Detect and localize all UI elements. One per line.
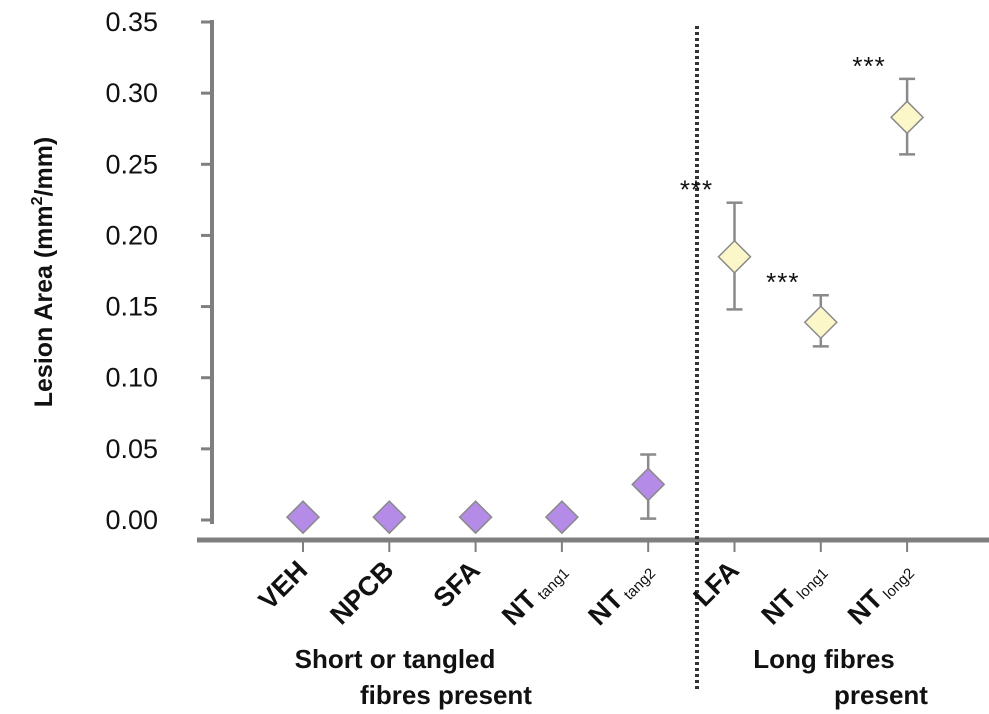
data-point-diamond [372, 500, 407, 535]
y-axis-title-tail: /mm) [30, 137, 58, 197]
category-label-main: VEH [253, 555, 313, 615]
category-label: NTlong1 [756, 555, 832, 631]
data-point-diamond [285, 500, 321, 535]
y-axis-title-superscript: 2 [29, 196, 46, 205]
category-label-subscript: tang2 [621, 565, 660, 604]
data-point-diamond [890, 100, 925, 135]
category-label-subscript: long1 [794, 565, 832, 603]
significance-label: *** [852, 51, 885, 81]
y-tick-label: 0.15 [105, 292, 158, 322]
group-label-short-line1: Short or tangled [295, 644, 496, 674]
category-label: NTtang2 [582, 555, 659, 632]
category-label: VEH [253, 555, 313, 615]
category-label: NTtang1 [496, 555, 573, 632]
error-bars [640, 77, 916, 520]
y-tick-label: 0.25 [105, 149, 158, 179]
group-label-short-line2: fibres present [360, 680, 532, 710]
data-point-diamond [717, 239, 752, 274]
data-point-diamond [458, 500, 493, 535]
category-label: NTlong2 [842, 555, 918, 631]
group-label-long-line2: present [834, 680, 928, 710]
data-point-diamond [544, 500, 579, 535]
data-point-diamond [631, 467, 666, 502]
y-tick-label: 0.00 [105, 505, 158, 535]
y-tick-label: 0.10 [105, 363, 158, 393]
axes [197, 20, 989, 690]
category-label-subscript: tang1 [534, 565, 573, 604]
category-label: NPCB [324, 555, 399, 630]
category-label-subscript: long2 [880, 565, 918, 603]
category-label: SFA [427, 555, 485, 613]
y-axis-title-main: Lesion Area (mm [30, 205, 58, 407]
category-label-main: NPCB [324, 555, 399, 630]
y-tick-label: 0.35 [105, 7, 158, 37]
category-label-main: SFA [427, 555, 485, 613]
significance-labels: *** *** *** [680, 51, 885, 297]
y-tick-label: 0.05 [105, 434, 158, 464]
y-tick-label: 0.30 [105, 78, 158, 108]
significance-label: *** [680, 175, 713, 205]
y-axis-title: Lesion Area (mm2/mm) [29, 137, 58, 408]
data-point-diamond [803, 305, 838, 340]
y-ticks: 0.00 0.05 0.10 0.15 0.20 0.25 0.30 0.35 [105, 7, 212, 535]
data-markers [285, 100, 925, 535]
x-ticks [302, 540, 909, 552]
significance-label: *** [766, 267, 799, 297]
y-tick-label: 0.20 [105, 220, 158, 250]
group-label-long-line1: Long fibres [753, 644, 895, 674]
